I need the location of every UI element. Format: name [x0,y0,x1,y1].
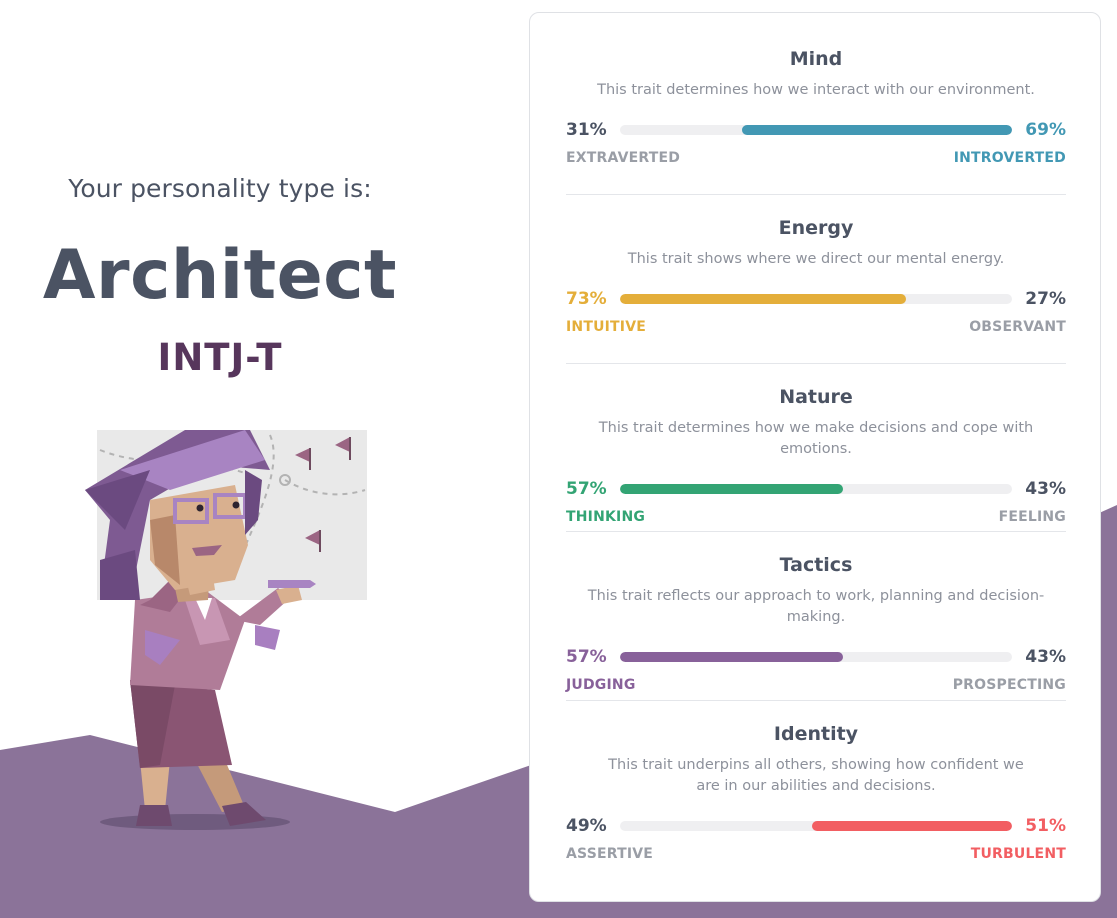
traits-card: Mind This trait determines how we intera… [529,12,1101,902]
trait-bar-fill [620,484,844,494]
trait-title: Nature [779,386,853,408]
trait-description: This trait shows where we direct our men… [627,251,1005,267]
trait-description: This trait determines how we interact wi… [597,82,1035,98]
right-label: PROSPECTING [952,677,1066,693]
trait-bar-row: 73% 27% [566,286,1066,312]
left-percent: 73% [566,289,607,309]
left-label: THINKING [566,509,646,525]
trait-bar-track [620,125,1012,135]
left-percent: 57% [566,479,607,499]
right-label: INTROVERTED [953,150,1066,166]
right-percent: 51% [1025,816,1066,836]
trait-labels: JUDGING PROSPECTING [566,677,1066,697]
trait-labels: ASSERTIVE TURBULENT [566,846,1066,866]
left-label: JUDGING [566,677,636,693]
trait-bar-fill [812,821,1012,831]
divider [566,700,1066,701]
right-label: OBSERVANT [969,319,1066,335]
left-label: EXTRAVERTED [566,150,681,166]
trait-bar-track [620,484,1012,494]
trait-bar-fill [620,294,907,304]
left-percent: 49% [566,816,607,836]
trait-energy: Energy This trait shows where we direct … [566,216,1066,339]
trait-bar-fill [741,125,1012,135]
trait-bar-track [620,821,1012,831]
trait-tactics: Tactics This trait reflects our approach… [566,553,1066,697]
trait-labels: EXTRAVERTED INTROVERTED [566,150,1066,170]
trait-title: Identity [773,723,859,745]
architect-avatar-illustration [85,430,367,830]
trait-identity: Identity This trait underpins all others… [566,722,1066,866]
right-label: TURBULENT [970,846,1066,862]
left-percent: 31% [566,120,607,140]
right-percent: 43% [1025,647,1066,667]
trait-bar-row: 57% 43% [566,476,1066,502]
trait-labels: INTUITIVE OBSERVANT [566,319,1066,339]
personality-type-code: INTJ-T [157,336,283,379]
divider [566,531,1066,532]
divider [566,194,1066,195]
right-percent: 43% [1025,479,1066,499]
right-label: FEELING [998,509,1066,525]
left-label: ASSERTIVE [566,846,654,862]
personality-type-name: Architect [42,236,398,315]
trait-bar-fill [620,652,844,662]
trait-nature: Nature This trait determines how we make… [566,385,1066,529]
trait-bar-row: 49% 51% [566,813,1066,839]
trait-description: This trait underpins all others, showing… [608,757,1024,794]
left-label: INTUITIVE [566,319,647,335]
trait-mind: Mind This trait determines how we intera… [566,47,1066,170]
divider [566,363,1066,364]
trait-description: This trait reflects our approach to work… [587,588,1045,625]
left-percent: 57% [566,647,607,667]
trait-title: Energy [778,217,854,239]
trait-labels: THINKING FEELING [566,509,1066,529]
trait-bar-row: 31% 69% [566,117,1066,143]
right-percent: 27% [1025,289,1066,309]
trait-title: Mind [789,48,843,70]
intro-text: Your personality type is: [68,174,372,203]
trait-description: This trait determines how we make decisi… [598,420,1034,457]
right-percent: 69% [1025,120,1066,140]
trait-bar-row: 57% 43% [566,644,1066,670]
trait-bar-track [620,652,1012,662]
trait-title: Tactics [779,554,853,576]
trait-bar-track [620,294,1012,304]
